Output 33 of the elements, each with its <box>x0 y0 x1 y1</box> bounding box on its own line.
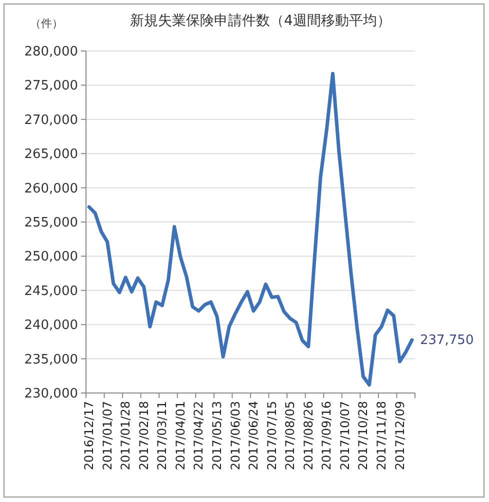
x-tick-label: 2017/08/05 <box>283 401 298 470</box>
y-axis-title: （件） <box>30 17 63 30</box>
y-tick-label: 240,000 <box>24 318 78 334</box>
x-tick-label: 2017/04/01 <box>173 401 188 470</box>
y-tick-label: 270,000 <box>24 112 78 128</box>
y-tick-label: 260,000 <box>24 181 78 196</box>
x-tick-label: 2017/06/03 <box>228 401 242 470</box>
y-tick-label: 255,000 <box>24 216 78 230</box>
x-tick-label: 2017/03/11 <box>155 401 170 470</box>
x-tick-label: 2017/10/07 <box>338 401 352 470</box>
y-tick-label: 235,000 <box>24 352 78 368</box>
y-tick-label: 275,000 <box>24 78 78 94</box>
y-tick-label: 250,000 <box>24 250 78 265</box>
x-tick-label: 2017/01/28 <box>118 401 133 470</box>
line-series <box>87 72 414 387</box>
y-tick-label: 265,000 <box>24 147 78 162</box>
y-tick-label: 245,000 <box>24 284 78 299</box>
x-tick-label: 2017/01/07 <box>100 401 114 470</box>
x-tick-label: 2017/12/09 <box>392 401 407 470</box>
x-tick-label: 2017/11/18 <box>374 401 388 470</box>
chart-title: 新規失業保険申請件数（4週間移動平均） <box>130 13 391 29</box>
x-tick-label: 2017/04/22 <box>192 401 206 470</box>
x-tick-label: 2017/10/28 <box>356 401 370 470</box>
x-tick-label: 2016/12/17 <box>82 401 96 470</box>
x-tick-label: 2017/06/24 <box>246 401 261 470</box>
y-tick-label: 230,000 <box>24 386 78 402</box>
x-tick-label: 2017/07/15 <box>264 401 279 470</box>
x-tick-label: 2017/09/16 <box>320 401 334 470</box>
data-label: 237,750 <box>420 332 474 348</box>
x-tick-label: 2017/02/18 <box>136 401 151 470</box>
y-tick-label: 280,000 <box>24 44 78 60</box>
x-tick-label: 2017/08/26 <box>301 401 316 470</box>
x-tick-label: 2017/05/13 <box>210 401 224 470</box>
